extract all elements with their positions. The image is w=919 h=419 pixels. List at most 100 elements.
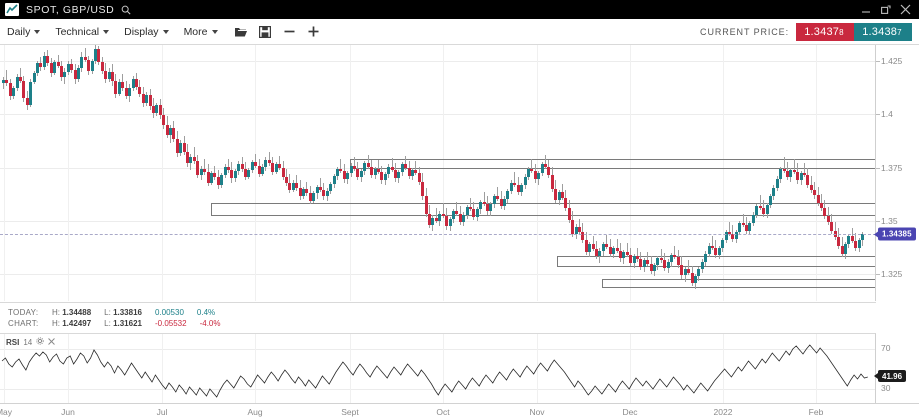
time-tick-label: May [0,407,13,417]
folder-open-icon[interactable] [233,23,250,40]
window-controls [860,4,914,15]
candle-body [557,192,561,200]
save-icon[interactable] [257,23,274,40]
candle-body [223,166,227,176]
time-tick-label: Oct [436,407,450,417]
candle-body [124,87,128,97]
candle-body [264,160,268,167]
candle-body [496,196,500,199]
technical-menu[interactable]: Technical [55,26,110,38]
candle-body [97,49,101,63]
candle-body [366,163,370,167]
zoom-out-icon[interactable] [281,23,298,40]
minimize-icon[interactable] [860,4,871,15]
candle-body [704,254,708,262]
candle-body [87,59,91,71]
candle-body [765,205,769,214]
candle-body [462,214,466,223]
timeframe-menu-label: Daily [7,25,31,38]
candle-body [380,171,384,181]
candle-body [479,201,483,210]
rsi-pane[interactable]: RSI 14 [0,333,876,403]
resistance-zone-1[interactable] [350,159,875,169]
candle-body [329,183,333,192]
support-zone-2[interactable] [602,278,875,289]
candle-body [673,255,677,258]
candle-body [301,189,305,197]
candle-body [526,168,530,178]
window-title: SPOT, GBP/USD [26,3,115,16]
candle-wick [377,160,379,175]
grid-line-vertical [630,334,631,403]
candle-body [639,259,643,267]
support-zone-1[interactable] [557,256,875,267]
candle-wick [415,161,417,176]
candle-body [826,215,830,223]
candle-body [666,261,670,268]
candle-body [5,80,9,84]
close-icon[interactable] [48,337,56,347]
bid-price-tag[interactable]: 1.34378 [796,22,854,41]
candle-body [434,217,438,221]
zoom-in-icon[interactable] [305,23,322,40]
candle-body [240,164,244,169]
candle-body [247,169,251,178]
candle-body [598,250,602,257]
candle-body [104,70,108,80]
chart-change: -0.05532 [154,319,187,328]
chart-toolbar: Daily Technical Display More C [0,19,919,45]
candle-body [710,245,714,248]
candle-body [717,247,721,256]
candle-body [107,71,111,80]
chart-line-icon [5,3,19,16]
candle-wick [531,159,533,173]
price-chart-plot[interactable] [0,45,876,301]
close-icon[interactable] [900,4,911,15]
candle-body [728,231,732,234]
candle-body [226,166,230,170]
candle-body [141,94,145,103]
candle-body [151,105,155,114]
rsi-current-marker: 41.96 [873,370,907,383]
restore-icon[interactable] [880,4,891,15]
gear-icon[interactable] [36,337,44,347]
candle-wick [606,234,608,249]
candle-body [608,246,612,255]
candle-body [520,184,524,193]
more-menu[interactable]: More [184,26,218,38]
candle-body [567,208,571,220]
timeframe-menu[interactable]: Daily [7,25,41,38]
candle-body [792,169,796,172]
candle-body [117,82,121,95]
candle-body [70,64,74,70]
current-price-area: CURRENT PRICE: 1.34378 1.34387 [700,22,912,41]
display-menu[interactable]: Display [124,26,169,38]
price-axis[interactable]: 1.425 1.4 1.375 1.35 1.325 1.34385 [874,45,919,301]
rsi-level-line [0,349,875,350]
resistance-zone-2[interactable] [211,202,875,216]
grid-line-vertical [723,334,724,403]
today-stats-row: TODAY: H: 1.34488 L: 1.33816 0.00530 0.4… [8,307,868,318]
grid-line-vertical [4,334,5,403]
candle-body [448,218,452,227]
candle-body [175,138,179,153]
candle-body [128,87,132,97]
candle-body [738,223,742,232]
candle-body [29,82,33,105]
candle-body [458,213,462,223]
ask-price-value: 1.3438 [862,25,898,38]
candle-wick [804,163,805,178]
candle-body [734,231,738,240]
price-tick-label: 1.375 [881,162,903,173]
candle-body [393,169,397,179]
candle-body [237,164,241,171]
candle-body [66,64,70,72]
price-tick-mark [876,274,880,276]
candle-body [748,223,752,231]
search-icon[interactable] [121,5,131,15]
candle-body [19,77,23,82]
rsi-header: RSI 14 [6,337,56,347]
today-high: H: 1.34488 [52,308,92,317]
candle-body [428,213,432,226]
ask-price-tag[interactable]: 1.34387 [854,22,912,41]
